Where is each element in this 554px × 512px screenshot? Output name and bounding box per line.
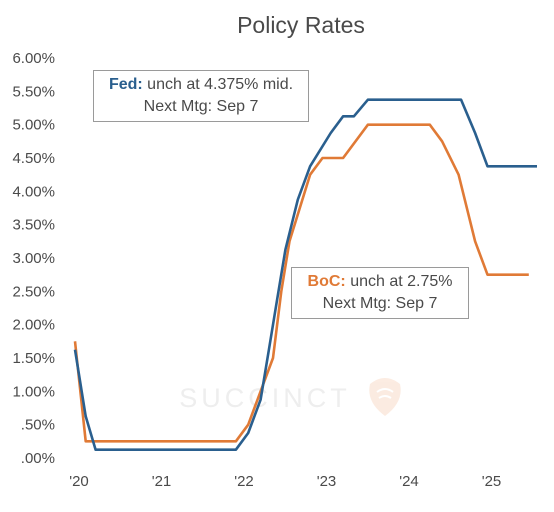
watermark-logo-icon (369, 378, 401, 416)
y-tick-label: 3.00% (12, 250, 55, 267)
y-tick-label: 1.50% (12, 350, 55, 367)
boc-annotation-text: unch at 2.75% (350, 273, 453, 290)
boc-annotation-next-meeting: Next Mtg: Sep 7 (322, 295, 438, 312)
fed-annotation-next-meeting: Next Mtg: Sep 7 (143, 98, 259, 115)
watermark-text: SUCCINCT (179, 383, 351, 413)
x-tick-label: '21 (152, 473, 172, 490)
boc-annotation-key: BoC: (307, 273, 346, 290)
fed-rate-line (73, 98, 537, 452)
y-tick-label: 5.00% (12, 117, 55, 134)
x-tick-label: '22 (234, 473, 254, 490)
y-tick-label: 2.00% (12, 317, 55, 334)
y-tick-label: 4.00% (12, 183, 55, 200)
x-tick-label: '23 (317, 473, 337, 490)
x-tick-label: '24 (399, 473, 419, 490)
x-axis: '20 '21 '22 '23 '24 '25 (69, 473, 501, 490)
series-layer (73, 98, 537, 452)
y-tick-label: 1.00% (12, 383, 55, 400)
y-tick-label: 3.50% (12, 217, 55, 234)
x-tick-label: '25 (482, 473, 502, 490)
fed-annotation-key: Fed: (108, 76, 143, 93)
y-tick-label: .00% (21, 450, 55, 467)
boc-rate-line (73, 123, 529, 443)
fed-annotation-text: unch at 4.375% mid. (147, 76, 294, 93)
y-axis: 6.00% 5.50% 5.00% 4.50% 4.00% 3.50% 3.00% 2.50%… (12, 50, 55, 467)
y-tick-label: 5.50% (12, 83, 55, 100)
boc-annotation: BoC: unch at 2.75% Next Mtg: Sep 7 (291, 267, 469, 319)
y-tick-label: 4.50% (12, 150, 55, 167)
x-tick-label: '20 (69, 473, 89, 490)
y-tick-label: 6.00% (12, 50, 55, 67)
y-tick-label: 2.50% (12, 283, 55, 300)
chart-title: Policy Rates (237, 12, 365, 38)
fed-annotation: Fed: unch at 4.375% mid. Next Mtg: Sep 7 (93, 70, 309, 122)
y-tick-label: .50% (21, 417, 55, 434)
